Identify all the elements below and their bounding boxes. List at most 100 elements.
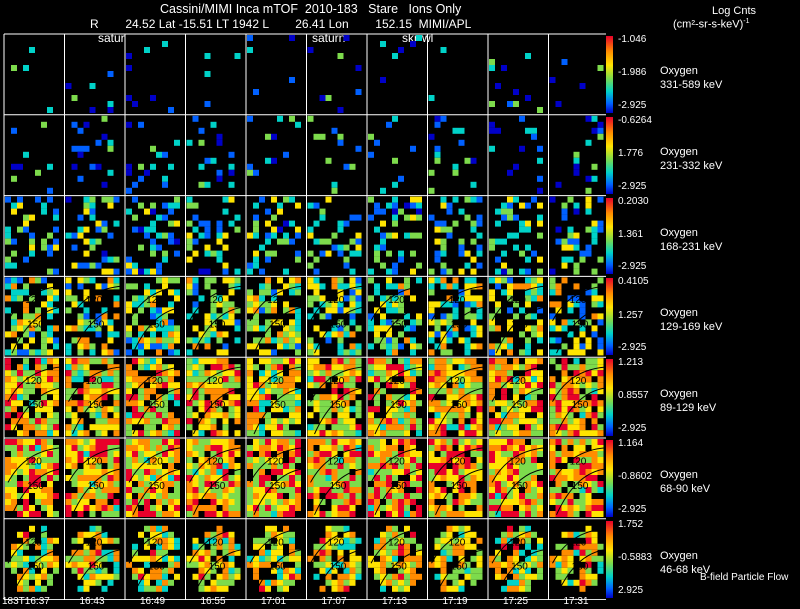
colorbar-min-label: -2.925 — [618, 99, 647, 111]
colorbar-min-label: -2.925 — [618, 180, 647, 192]
contour-lines — [7, 447, 63, 516]
contour-label: 120 — [388, 295, 405, 306]
contour-label: 150 — [511, 562, 528, 573]
image-tile — [126, 277, 180, 356]
contour-label: 150 — [27, 481, 44, 492]
image-tile — [65, 358, 120, 437]
colorbar-max-label: -0.6264 — [618, 114, 652, 126]
species-label: Oxygen 46-68 keV — [660, 549, 710, 577]
contour-label: 120 — [449, 376, 466, 387]
contour-label: 150 — [330, 481, 347, 492]
energy-range: 46-68 keV — [660, 563, 711, 576]
contour-label: 150 — [209, 319, 226, 330]
colorbar-mid-label: -0.5883 — [618, 552, 652, 564]
contour-lines — [189, 447, 245, 516]
colorbar-max-label: 0.4105 — [618, 276, 649, 288]
contour-label: 120 — [207, 376, 224, 387]
contour-label: 120 — [25, 537, 42, 548]
time-label: 16:49 — [140, 596, 166, 607]
contour-lines — [128, 527, 184, 596]
contour-lines — [491, 527, 547, 596]
contour-lines — [491, 447, 547, 516]
image-tile — [5, 439, 59, 517]
contour-lines — [7, 366, 63, 435]
contour-lines — [431, 527, 487, 596]
image-tile — [428, 439, 483, 517]
contour-label: 120 — [146, 376, 163, 387]
image-tile — [307, 358, 362, 437]
contour-label: 120 — [267, 537, 284, 548]
time-label: 17:31 — [563, 596, 589, 607]
image-tile — [5, 196, 59, 275]
contour-label: 120 — [509, 295, 526, 306]
species-label: Oxygen 168-231 keV — [660, 226, 722, 254]
colorbar-units: (cm²-sr-s-keV)-1 — [673, 18, 750, 31]
contour-label: 150 — [88, 562, 105, 573]
contour-label: 120 — [570, 295, 587, 306]
contour-label: 150 — [269, 562, 286, 573]
image-tile — [368, 358, 422, 437]
contour-lines — [68, 527, 124, 596]
contour-lines — [491, 366, 547, 435]
contour-lines — [370, 366, 426, 435]
image-tile — [126, 121, 180, 194]
contour-label: 120 — [328, 537, 345, 548]
contour-label: 150 — [88, 319, 105, 330]
colorbar-max-label: 1.752 — [618, 518, 644, 530]
contour-label: 150 — [269, 481, 286, 492]
contour-label: 120 — [509, 537, 526, 548]
image-tile — [489, 525, 543, 592]
contour-label: 150 — [572, 562, 589, 573]
image-tile — [549, 358, 604, 437]
species-label: Oxygen 331-589 keV — [660, 64, 722, 92]
colorbar-min-label: -2.925 — [618, 503, 647, 515]
image-tile — [428, 358, 483, 437]
contour-lines — [310, 366, 366, 435]
contour-label: 120 — [570, 457, 587, 468]
contour-label: 150 — [511, 481, 528, 492]
contour-lines — [310, 285, 366, 354]
time-label: 17:13 — [382, 596, 408, 607]
contour-lines — [68, 447, 124, 516]
contour-label: 120 — [388, 376, 405, 387]
colorbar-max-label: 1.213 — [618, 357, 644, 369]
image-tile — [307, 196, 362, 275]
image-tile — [126, 196, 180, 275]
contour-label: 120 — [25, 295, 42, 306]
image-tile — [428, 115, 477, 194]
contour-label: 150 — [269, 319, 286, 330]
species-name: Oxygen — [660, 388, 698, 401]
species-label: Oxygen 231-332 keV — [660, 145, 722, 173]
time-label: 16:55 — [200, 596, 226, 607]
contour-label: 150 — [148, 562, 165, 573]
contour-lines — [249, 527, 305, 596]
contour-lines — [491, 285, 547, 354]
ephemeris-line: R 24.52 Lat -15.51 LT 1942 L 26.41 Lon 1… — [90, 17, 472, 31]
contour-label: 150 — [390, 319, 407, 330]
image-tile — [368, 439, 422, 517]
image-grid: 120 150 120 150 120 150 120 150 120 150 120 150 120 1… — [3, 33, 606, 600]
energy-range: 331-589 keV — [660, 79, 723, 91]
image-tile — [126, 41, 174, 113]
contour-lines — [249, 366, 305, 435]
image-tile — [186, 439, 241, 517]
image-tile — [65, 439, 120, 517]
image-tile — [489, 53, 543, 113]
image-tile — [489, 115, 543, 194]
species-name: Oxygen — [660, 145, 698, 158]
colorbar-max-label: -1.046 — [618, 34, 647, 45]
contour-label: 120 — [449, 457, 466, 468]
colorbar-mid-label: 1.257 — [618, 309, 644, 321]
image-tile — [549, 196, 604, 275]
contour-label: 150 — [572, 481, 589, 492]
image-tile — [11, 121, 53, 194]
contour-label: 120 — [509, 376, 526, 387]
contour-label: 120 — [146, 295, 163, 306]
colorbar — [606, 36, 613, 113]
colorbar-title: Log Cnts — [712, 5, 757, 17]
contour-label: 120 — [86, 537, 103, 548]
image-tile — [126, 525, 180, 592]
contour-lines — [189, 527, 245, 596]
species-name: Oxygen — [660, 307, 698, 320]
time-label: 183T16:37 — [2, 596, 50, 607]
